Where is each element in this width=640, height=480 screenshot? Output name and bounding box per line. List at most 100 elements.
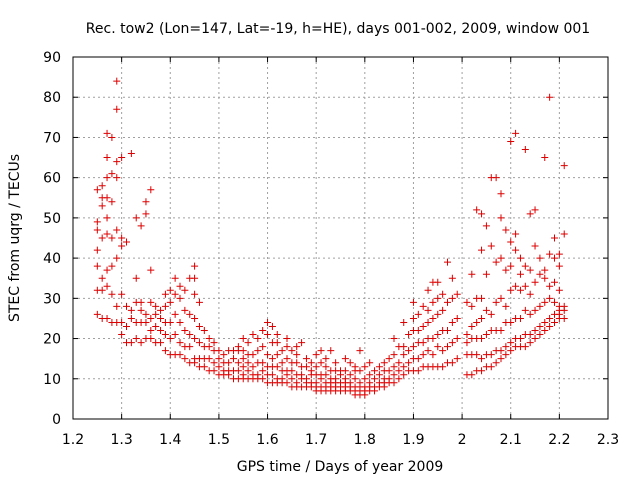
data-point [512, 282, 520, 290]
data-point [98, 234, 106, 242]
data-point [395, 367, 403, 375]
data-point [536, 302, 544, 310]
data-point [502, 226, 510, 234]
data-point [249, 331, 257, 339]
data-point [181, 286, 189, 294]
x-tick-label: 2 [458, 432, 467, 448]
data-point [137, 298, 145, 306]
data-point [497, 214, 505, 222]
data-point [468, 371, 476, 379]
y-tick-label: 50 [43, 211, 61, 227]
data-points [93, 77, 568, 399]
data-point [512, 129, 520, 137]
data-point [526, 331, 534, 339]
y-tick-label: 20 [43, 332, 61, 348]
data-point [298, 339, 306, 347]
data-point [541, 318, 549, 326]
data-point [497, 347, 505, 355]
x-axis-ticks: 1.2 1.3 1.4 1.5 1.6 1.7 1.8 1.9 2 2.1 2.2 2.3 [62, 57, 619, 448]
data-point [419, 322, 427, 330]
data-point [152, 310, 160, 318]
data-point [541, 154, 549, 162]
data-point [492, 359, 500, 367]
data-point [390, 379, 398, 387]
data-point [113, 302, 121, 310]
data-point [541, 327, 549, 335]
data-point [482, 331, 490, 339]
data-point [390, 335, 398, 343]
x-tick-label: 2.1 [500, 432, 522, 448]
data-point [487, 310, 495, 318]
data-point [560, 302, 568, 310]
data-point [259, 327, 267, 335]
data-point [405, 359, 413, 367]
data-point [448, 339, 456, 347]
data-point [283, 379, 291, 387]
y-axis-ticks: 0 10 20 30 40 50 60 70 80 90 [43, 50, 608, 428]
data-point [103, 174, 111, 182]
data-point [463, 298, 471, 306]
data-point [341, 367, 349, 375]
data-point [220, 351, 228, 359]
data-point [118, 234, 126, 242]
data-point [254, 347, 262, 355]
chart-title: Rec. tow2 (Lon=147, Lat=-19, h=HE), days… [86, 21, 590, 37]
data-point [127, 150, 135, 158]
data-point [142, 318, 150, 326]
data-point [103, 266, 111, 274]
data-point [302, 375, 310, 383]
data-point [507, 238, 515, 246]
data-point [191, 262, 199, 270]
data-point [239, 355, 247, 363]
data-point [546, 93, 554, 101]
data-point [507, 318, 515, 326]
data-point [473, 318, 481, 326]
data-point [322, 371, 330, 379]
data-point [400, 363, 408, 371]
data-point [478, 246, 486, 254]
y-tick-label: 80 [43, 90, 61, 106]
data-point [113, 226, 121, 234]
data-point [127, 306, 135, 314]
data-point [380, 359, 388, 367]
data-point [278, 359, 286, 367]
data-point [444, 327, 451, 335]
data-point [560, 162, 568, 170]
data-point [215, 347, 223, 355]
data-point [414, 327, 422, 335]
data-point [419, 351, 427, 359]
data-point [108, 198, 116, 206]
data-point [366, 379, 374, 387]
data-point [103, 129, 111, 137]
data-point [327, 347, 335, 355]
data-point [414, 310, 422, 318]
data-point [516, 254, 524, 262]
data-point [127, 339, 135, 347]
data-point [137, 306, 145, 314]
data-point [317, 359, 325, 367]
data-point [507, 347, 515, 355]
data-point [448, 359, 456, 367]
data-point [118, 290, 126, 298]
data-point [312, 379, 320, 387]
data-point [507, 137, 515, 145]
data-point [424, 286, 432, 294]
data-point [463, 331, 471, 339]
data-point [191, 274, 199, 282]
data-point [239, 335, 247, 343]
data-point [346, 359, 354, 367]
y-tick-label: 30 [43, 291, 61, 307]
data-point [123, 238, 130, 246]
data-point [531, 306, 539, 314]
data-point [191, 335, 199, 343]
data-point [546, 322, 554, 330]
data-point [531, 327, 539, 335]
data-point [400, 371, 408, 379]
data-point [249, 351, 257, 359]
data-point [521, 262, 529, 270]
data-point [157, 339, 165, 347]
x-tick-label: 1.5 [208, 432, 230, 448]
data-point [526, 339, 534, 347]
data-point [181, 306, 189, 314]
data-point [210, 359, 218, 367]
